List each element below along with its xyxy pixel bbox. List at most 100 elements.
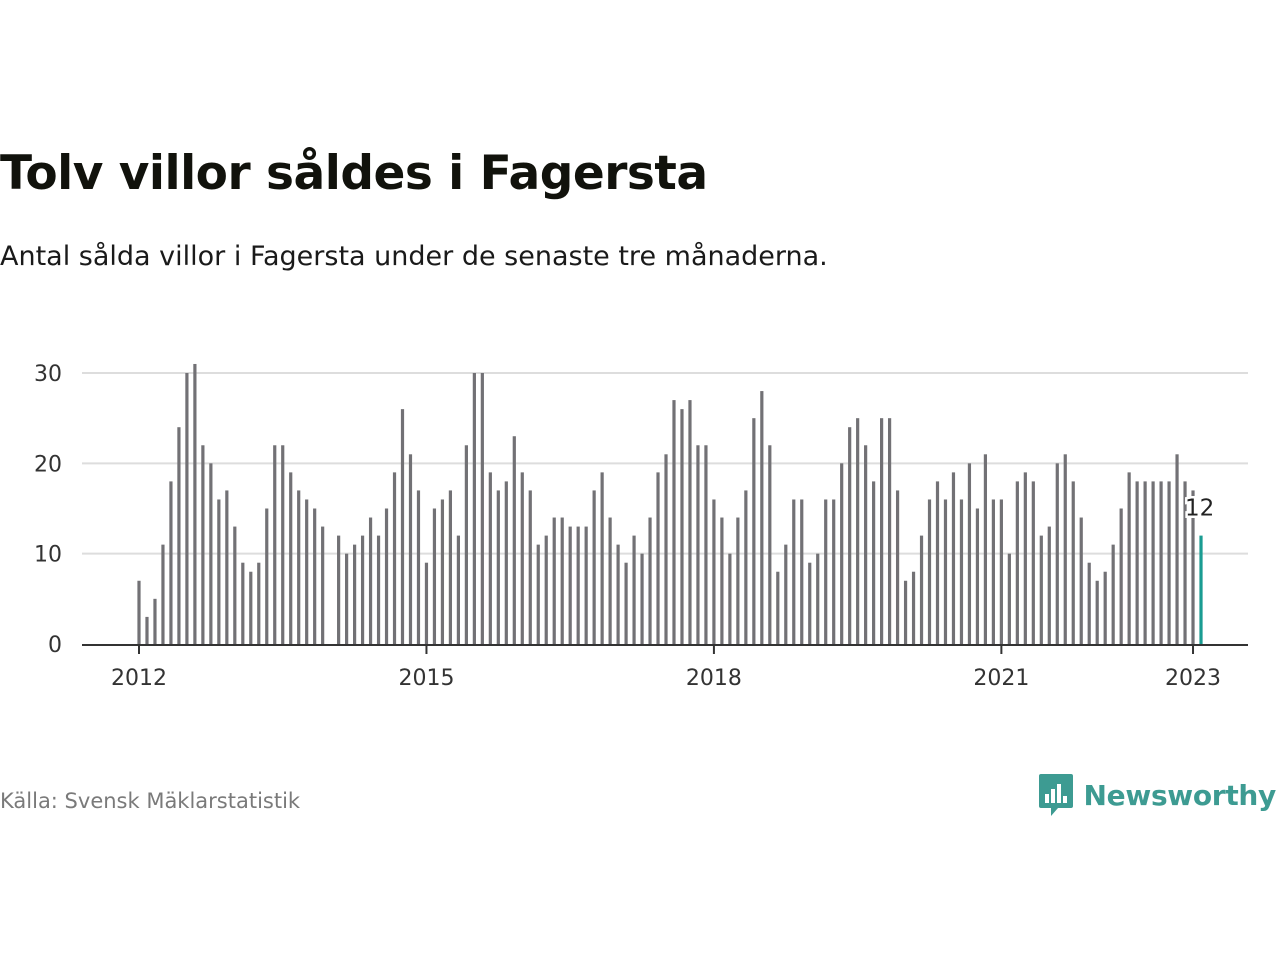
bar [640, 553, 644, 644]
bar [384, 508, 389, 644]
bar [768, 445, 772, 644]
bar-chart-speech-bubble-icon [1038, 774, 1073, 816]
bar [696, 445, 700, 644]
bar [368, 517, 373, 644]
bar [991, 499, 995, 644]
bar [400, 409, 405, 644]
bar [360, 535, 365, 644]
brand-name: Newsworthy [1083, 778, 1277, 812]
bar [832, 499, 836, 644]
bar [305, 499, 309, 644]
bar [321, 526, 325, 644]
bars [137, 363, 1203, 644]
bar [1007, 553, 1011, 644]
bar [1127, 472, 1131, 644]
bar [504, 481, 508, 644]
bar [1183, 481, 1187, 644]
bar [752, 418, 756, 644]
bar [225, 490, 229, 644]
bar-chart: 0 10 20 30 2012 2015 2018 2021 2023 12 [34, 362, 1248, 691]
bar [281, 445, 285, 644]
bar [241, 562, 245, 644]
bar [712, 499, 716, 644]
bar [943, 499, 948, 644]
bar [185, 373, 189, 644]
bar [919, 535, 924, 644]
bar [592, 490, 596, 644]
bar [297, 490, 301, 644]
bar [568, 526, 572, 644]
bar [456, 535, 460, 644]
bar [808, 562, 812, 644]
bar [353, 544, 357, 644]
bar [935, 481, 940, 644]
bar [528, 490, 532, 644]
highlight-label: 12 [1185, 496, 1214, 522]
bar [1039, 535, 1043, 644]
source-note: Källa: Svensk Mäklarstatistik [0, 789, 301, 813]
bar [496, 490, 500, 644]
bar [1167, 481, 1171, 644]
bar [1023, 472, 1027, 644]
bar [1159, 481, 1163, 644]
bar [760, 391, 764, 644]
bar [704, 445, 708, 644]
bar [408, 454, 413, 644]
bar [424, 562, 429, 644]
bar [376, 535, 381, 644]
bar [880, 418, 884, 644]
x-axis [82, 644, 1248, 654]
bar [1015, 481, 1019, 644]
bar [416, 490, 421, 644]
bar [337, 535, 341, 644]
bar [217, 499, 221, 644]
bar [265, 508, 269, 644]
bar [345, 553, 349, 644]
bar [1095, 580, 1099, 644]
bar [1063, 454, 1067, 644]
bar [392, 472, 397, 644]
bar [744, 490, 748, 644]
bar [656, 472, 660, 644]
bar [672, 400, 676, 644]
bar [520, 472, 524, 644]
chart-title: Tolv villor såldes i Fagersta [0, 146, 708, 201]
bar [736, 517, 740, 644]
bar [648, 517, 652, 644]
bar [480, 373, 484, 644]
bar [169, 481, 173, 644]
bar [584, 526, 588, 644]
bar [872, 481, 876, 644]
brand-logo[interactable]: Newsworthy [1038, 772, 1276, 818]
bar [448, 490, 453, 644]
bar [1191, 490, 1195, 644]
bar [1031, 481, 1035, 644]
bar [1079, 517, 1083, 644]
bar [512, 436, 516, 644]
bar [153, 598, 157, 644]
bar [975, 508, 980, 644]
bar [1119, 508, 1123, 644]
bar [313, 508, 317, 644]
bar [927, 499, 932, 644]
bar [616, 544, 620, 644]
bar [632, 535, 636, 644]
bar [776, 571, 780, 644]
bar [848, 427, 852, 644]
bar-highlight [1199, 535, 1203, 644]
bar [624, 562, 628, 644]
bar [257, 562, 261, 644]
bar [688, 400, 692, 644]
bar [983, 454, 988, 644]
bar [816, 553, 820, 644]
bar [959, 499, 964, 644]
x-tick-label: 2012 [111, 666, 167, 691]
bar [177, 427, 181, 644]
bar [488, 472, 492, 644]
bar [273, 445, 277, 644]
bar [1135, 481, 1139, 644]
bar [895, 490, 900, 644]
bar [289, 472, 293, 644]
bar [903, 580, 908, 644]
